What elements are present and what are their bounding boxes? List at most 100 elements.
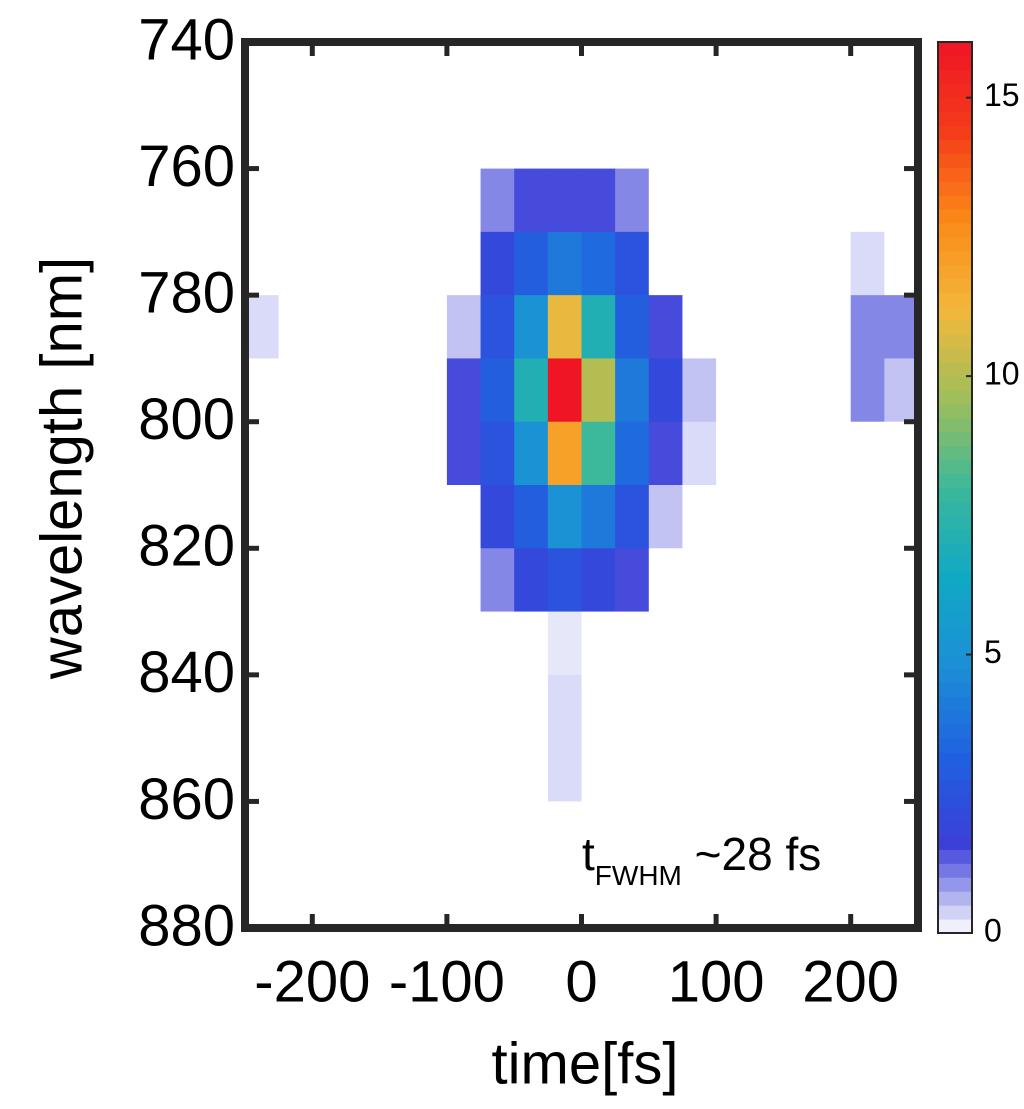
heatmap-cell xyxy=(312,801,347,866)
annotation-text: t xyxy=(582,828,595,880)
heatmap-cell xyxy=(850,611,885,676)
heatmap-cell xyxy=(850,42,885,106)
heatmap-cell xyxy=(682,168,717,233)
heatmap-cell xyxy=(615,864,650,929)
heatmap-cell xyxy=(749,801,784,866)
heatmap-cell xyxy=(783,738,818,802)
heatmap-cell xyxy=(615,42,650,106)
colorbar-swatch xyxy=(938,626,972,642)
colorbar-swatch xyxy=(938,571,972,586)
heatmap-cell xyxy=(682,548,717,613)
colorbar-swatch xyxy=(938,529,972,544)
colorbar-swatch xyxy=(938,222,972,238)
heatmap-cell xyxy=(581,485,616,549)
colorbar-swatch xyxy=(938,598,972,614)
colorbar-swatch xyxy=(938,431,972,447)
heatmap-cell xyxy=(716,611,751,676)
heatmap-cell xyxy=(884,801,919,866)
heatmap-cell xyxy=(245,105,280,170)
heatmap-cell xyxy=(379,421,414,486)
heatmap-cell xyxy=(783,421,818,486)
heatmap-cell xyxy=(850,231,885,296)
heatmap-cell xyxy=(345,358,381,423)
heatmap-cell xyxy=(749,674,784,739)
heatmap-cell xyxy=(446,674,482,739)
colorbar-swatch xyxy=(938,654,972,669)
heatmap-cell xyxy=(682,231,717,296)
heatmap-cell xyxy=(413,295,448,359)
x-tick-label: -200 xyxy=(254,949,370,1014)
heatmap-cell xyxy=(682,421,717,486)
heatmap-cell xyxy=(514,168,549,233)
heatmap-cell xyxy=(547,358,582,423)
heatmap-cell xyxy=(648,42,683,106)
heatmap-cell xyxy=(648,358,683,423)
heatmap-cell xyxy=(817,611,852,676)
heatmap-cell xyxy=(278,42,313,106)
heatmap-cell xyxy=(884,168,919,233)
heatmap-cell xyxy=(480,42,515,106)
colorbar-swatch xyxy=(938,459,972,475)
heatmap-cell xyxy=(581,611,616,676)
colorbar-swatch xyxy=(938,612,972,628)
heatmap-cell xyxy=(682,801,717,866)
heatmap-cell xyxy=(783,105,818,170)
heatmap-cell xyxy=(648,231,683,296)
heatmap-cell xyxy=(615,611,650,676)
heatmap-cell xyxy=(345,674,381,739)
heatmap-cell xyxy=(446,611,482,676)
heatmap-cell xyxy=(581,231,616,296)
heatmap-cell xyxy=(312,611,347,676)
heatmap-cell xyxy=(312,42,347,106)
colorbar-tick-label: 5 xyxy=(984,634,1002,670)
heatmap-cell xyxy=(682,295,717,359)
heatmap-cell xyxy=(312,548,347,613)
heatmap-cell xyxy=(379,548,414,613)
colorbar-swatch xyxy=(938,905,972,920)
heatmap-cell xyxy=(480,548,515,613)
heatmap-cell xyxy=(547,674,582,739)
heatmap-cell xyxy=(716,168,751,233)
heatmap-cell xyxy=(749,42,784,106)
colorbar-swatch xyxy=(938,390,972,405)
y-tick-label: 760 xyxy=(138,134,235,199)
heatmap-cell xyxy=(716,231,751,296)
heatmap-cell xyxy=(850,358,885,423)
heatmap-cell xyxy=(615,168,650,233)
heatmap-cell xyxy=(581,105,616,170)
heatmap-cell xyxy=(615,548,650,613)
y-tick-label: 740 xyxy=(138,7,235,72)
heatmap-cell xyxy=(312,105,347,170)
heatmap-cell xyxy=(547,42,582,106)
colorbar-swatch xyxy=(938,306,972,321)
heatmap-cell xyxy=(278,864,313,929)
heatmap-cell xyxy=(312,358,347,423)
annotation-subscript: FWHM xyxy=(595,860,682,891)
heatmap-cell xyxy=(682,738,717,802)
heatmap-cell xyxy=(379,42,414,106)
heatmap-cell xyxy=(278,801,313,866)
heatmap-cell xyxy=(581,421,616,486)
heatmap-cell xyxy=(413,674,448,739)
heatmap-cell xyxy=(345,295,381,359)
heatmap-cell xyxy=(716,358,751,423)
colorbar-swatch xyxy=(938,55,972,71)
colorbar-swatch xyxy=(938,696,972,711)
heatmap-cell xyxy=(817,801,852,866)
heatmap-cell xyxy=(345,168,381,233)
colorbar-swatch xyxy=(938,334,972,349)
heatmap-cell xyxy=(345,485,381,549)
heatmap-cell xyxy=(413,168,448,233)
heatmap-cell xyxy=(850,674,885,739)
colorbar-swatch xyxy=(938,473,972,488)
heatmap-cell xyxy=(245,674,280,739)
heatmap-cell xyxy=(514,548,549,613)
heatmap-cell xyxy=(716,295,751,359)
heatmap-cell xyxy=(716,421,751,486)
heatmap-cell xyxy=(648,864,683,929)
colorbar-swatch xyxy=(938,362,972,377)
heatmap-cell xyxy=(345,105,381,170)
heatmap-cell xyxy=(345,801,381,866)
heatmap-cell xyxy=(547,548,582,613)
heatmap-cell xyxy=(547,168,582,233)
